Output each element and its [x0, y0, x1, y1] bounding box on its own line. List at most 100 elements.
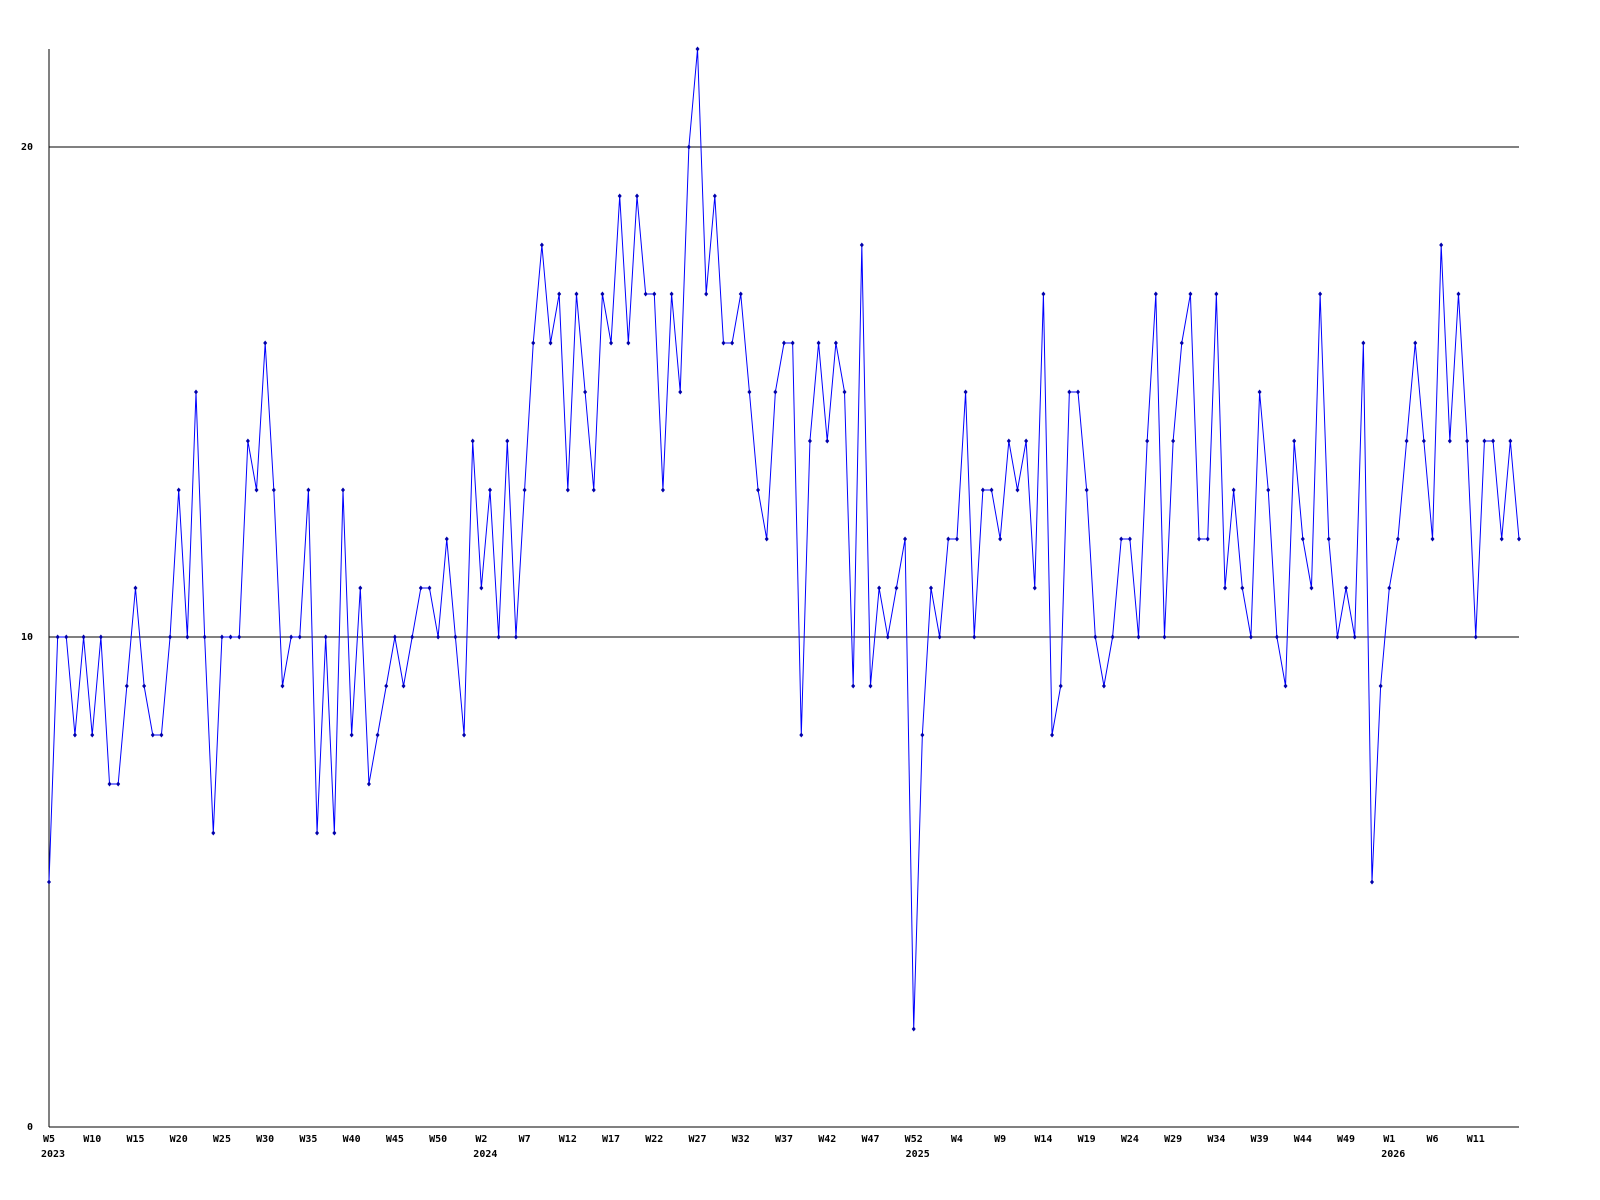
point-marker	[315, 830, 320, 836]
x-tick-label: W25	[213, 1134, 231, 1145]
point-marker	[565, 487, 570, 493]
point-marker	[531, 340, 536, 346]
x-tick-label: W22	[645, 1134, 663, 1145]
point-marker	[1404, 438, 1409, 444]
point-marker	[660, 487, 665, 493]
point-marker	[609, 340, 614, 346]
point-marker	[1292, 438, 1297, 444]
point-marker	[600, 291, 605, 297]
point-marker	[782, 340, 786, 346]
point-marker	[64, 634, 69, 640]
point-marker	[851, 683, 856, 689]
point-marker	[756, 487, 761, 493]
point-marker	[643, 291, 648, 297]
point-marker	[228, 634, 233, 640]
point-marker	[81, 634, 86, 640]
point-marker	[1067, 389, 1072, 395]
x-tick-label: W11	[1467, 1134, 1485, 1145]
point-marker	[384, 683, 389, 689]
point-marker	[816, 340, 821, 346]
point-marker	[764, 536, 769, 542]
point-marker	[1309, 585, 1314, 591]
point-marker	[470, 438, 475, 444]
point-marker	[954, 536, 959, 542]
point-marker	[1370, 879, 1374, 885]
point-marker	[1395, 536, 1400, 542]
point-marker	[635, 193, 639, 199]
point-marker	[219, 634, 224, 640]
point-marker	[254, 487, 259, 493]
point-marker	[1456, 291, 1461, 297]
point-marker	[289, 634, 294, 640]
x-year-label: 2023	[41, 1149, 65, 1160]
point-marker	[1179, 340, 1184, 346]
point-marker	[790, 340, 795, 346]
point-marker	[245, 438, 250, 444]
point-marker	[695, 46, 700, 52]
point-marker	[903, 536, 908, 542]
point-marker	[557, 291, 562, 297]
point-marker	[1421, 438, 1426, 444]
point-marker	[1430, 536, 1435, 542]
point-marker	[911, 1026, 916, 1032]
point-marker	[1136, 634, 1141, 640]
x-tick-label: W2	[475, 1134, 487, 1145]
point-marker	[920, 732, 925, 738]
point-marker	[617, 193, 622, 199]
point-marker	[332, 830, 337, 836]
point-marker	[90, 732, 95, 738]
point-marker	[747, 389, 752, 395]
point-marker	[1335, 634, 1340, 640]
point-marker	[929, 585, 933, 591]
point-marker	[877, 585, 882, 591]
point-marker	[1050, 732, 1055, 738]
point-marker	[410, 634, 415, 640]
point-marker	[773, 389, 778, 395]
point-marker	[55, 634, 60, 640]
point-marker	[1257, 389, 1262, 395]
point-marker	[1119, 536, 1124, 542]
point-marker	[1171, 438, 1176, 444]
point-marker	[1197, 536, 1202, 542]
point-marker	[591, 487, 596, 493]
point-marker	[946, 536, 951, 542]
x-tick-label: W10	[83, 1134, 101, 1145]
x-tick-label: W34	[1207, 1134, 1225, 1145]
point-marker	[1508, 438, 1513, 444]
x-tick-label: W35	[299, 1134, 317, 1145]
point-marker	[341, 487, 345, 493]
point-marker	[1240, 585, 1245, 591]
x-tick-label: W42	[818, 1134, 836, 1145]
point-marker	[375, 732, 380, 738]
point-marker	[1006, 438, 1011, 444]
point-marker	[462, 732, 467, 738]
point-marker	[488, 487, 492, 493]
x-tick-label: W14	[1034, 1134, 1052, 1145]
point-marker	[963, 389, 968, 395]
x-tick-label: W27	[688, 1134, 706, 1145]
point-marker	[107, 781, 112, 787]
point-marker	[1076, 389, 1080, 395]
x-tick-label: W45	[386, 1134, 404, 1145]
x-year-label: 2026	[1381, 1149, 1405, 1160]
x-tick-label: W1	[1383, 1134, 1395, 1145]
y-tick-label: 10	[21, 632, 33, 643]
x-tick-label: W30	[256, 1134, 274, 1145]
point-marker	[306, 487, 311, 493]
point-marker	[1266, 487, 1271, 493]
point-marker	[1084, 487, 1089, 493]
point-marker	[159, 732, 164, 738]
point-marker	[574, 291, 579, 297]
x-tick-label: W19	[1078, 1134, 1096, 1145]
point-marker	[522, 487, 527, 493]
point-marker	[349, 732, 354, 738]
point-marker	[583, 389, 588, 395]
point-marker	[392, 634, 397, 640]
x-tick-label: W24	[1121, 1134, 1139, 1145]
x-tick-label: W9	[994, 1134, 1006, 1145]
point-marker	[202, 634, 207, 640]
point-marker	[1274, 634, 1279, 640]
point-marker	[1110, 634, 1115, 640]
point-marker	[1378, 683, 1383, 689]
point-marker	[1214, 291, 1219, 297]
